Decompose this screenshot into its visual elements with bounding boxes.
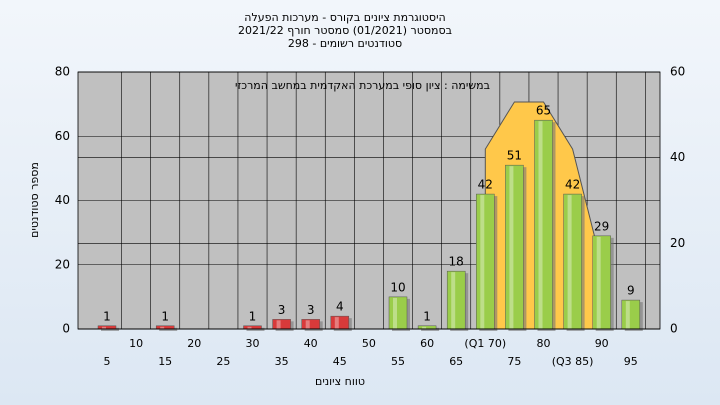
value-label: 10 (390, 280, 405, 294)
y-tick-label: 40 (55, 193, 70, 207)
value-label: 3 (278, 303, 286, 317)
y-axis-label: מספר סטודנטים (28, 162, 41, 238)
value-label: 65 (536, 104, 551, 118)
x-tick-label: 50 (362, 337, 376, 350)
bar-highlight (160, 326, 165, 329)
x-tick-label: 15 (158, 355, 172, 368)
x-tick-label: 60 (420, 337, 434, 350)
bar-highlight (567, 195, 572, 329)
y2-tick-label: 40 (670, 150, 685, 164)
value-label: 1 (249, 309, 257, 323)
bar-highlight (334, 317, 339, 329)
x-tick-label: 30 (246, 337, 260, 350)
bar (330, 315, 350, 330)
x-tick-label: 90 (595, 337, 609, 350)
value-label: 18 (449, 255, 464, 269)
bar-highlight (509, 166, 514, 329)
bar (388, 296, 408, 330)
y-tick-label: 80 (55, 65, 70, 79)
x-tick-label: 45 (333, 355, 347, 368)
value-label: 42 (478, 178, 493, 192)
bar-highlight (596, 236, 601, 329)
value-label: 4 (336, 300, 344, 314)
x-axis-label: טווח ציונים (315, 375, 365, 388)
bar-highlight (480, 195, 485, 329)
x-tick-label: 65 (449, 355, 463, 368)
x-tick-label: 55 (391, 355, 405, 368)
x-tick-label: 35 (275, 355, 289, 368)
x-tick-label: 25 (216, 355, 230, 368)
bar-highlight (625, 301, 630, 329)
annotation: במשימה : ציון סופי במערכת האקדמית במחשב … (235, 79, 490, 92)
value-label: 9 (627, 284, 635, 298)
chart-title: בסמסטר (01/2021) סמסטר חורף 2021/22 (238, 24, 452, 37)
y-tick-label: 0 (62, 322, 70, 336)
x-tick-label: (Q1 70) (464, 337, 506, 350)
x-tick-label: 40 (304, 337, 318, 350)
y2-tick-label: 60 (670, 65, 685, 79)
value-label: 51 (507, 149, 522, 163)
bar-highlight (102, 326, 106, 329)
bar (563, 193, 582, 330)
x-tick-label: 20 (187, 337, 201, 350)
y-tick-label: 20 (55, 257, 70, 271)
chart-title: היסטוגרמת ציונים בקורס - מערכות הפעלה (244, 11, 445, 24)
bar (301, 319, 320, 330)
bar-highlight (305, 320, 310, 329)
bar-highlight (276, 320, 281, 329)
bar (505, 164, 524, 330)
x-tick-label: 80 (537, 337, 551, 350)
x-tick-label: 5 (104, 355, 111, 368)
x-tick-label: 95 (624, 355, 638, 368)
bar-highlight (451, 272, 456, 329)
bar-highlight (538, 121, 543, 329)
value-label: 1 (103, 309, 111, 323)
chart-title: סטודנטים רשומים - 298 (288, 37, 402, 50)
bar-highlight (247, 326, 252, 329)
value-label: 1 (161, 309, 169, 323)
bar-highlight (422, 326, 427, 329)
value-label: 29 (594, 219, 609, 233)
bar (446, 270, 466, 330)
x-tick-label: 75 (507, 355, 521, 368)
bar-highlight (393, 297, 397, 329)
x-tick-label: 10 (129, 337, 143, 350)
bar (476, 193, 495, 330)
y2-tick-label: 0 (670, 322, 678, 336)
value-label: 42 (565, 178, 580, 192)
bar (592, 235, 611, 330)
y-tick-label: 60 (55, 129, 70, 143)
bar (534, 119, 553, 330)
y2-tick-label: 20 (670, 236, 685, 250)
bar (621, 299, 641, 330)
bar (272, 319, 291, 330)
value-label: 3 (307, 303, 315, 317)
x-tick-label: (Q3 85) (552, 355, 594, 368)
value-label: 1 (423, 309, 431, 323)
